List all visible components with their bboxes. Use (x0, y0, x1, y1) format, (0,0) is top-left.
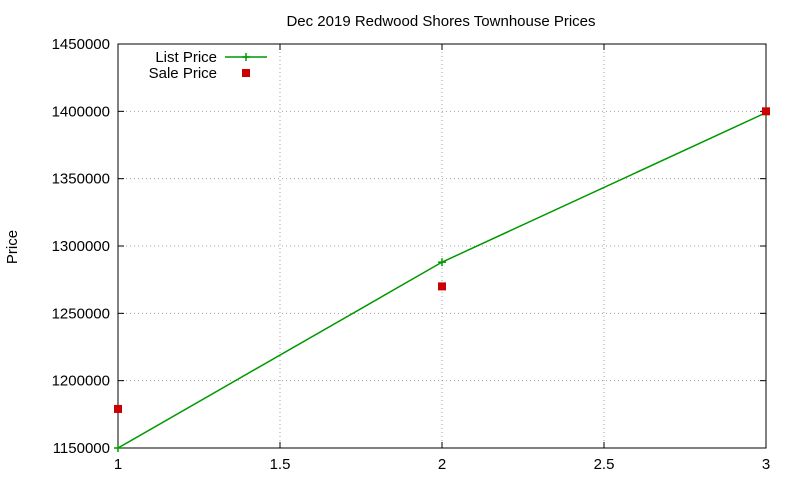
sale-price-point (114, 404, 122, 413)
legend-marker-sale-price (242, 69, 250, 77)
grid (118, 44, 766, 448)
legend-label-sale-price: Sale Price (149, 65, 217, 82)
series-layer (114, 107, 770, 452)
chart-title: Dec 2019 Redwood Shores Townhouse Prices (286, 13, 595, 30)
list-price-point (438, 258, 446, 267)
y-tick-label: 1150000 (53, 440, 110, 457)
y-tick-label: 1300000 (52, 238, 110, 255)
x-tick-label: 2.5 (594, 456, 615, 473)
sale-price-point (438, 282, 446, 291)
y-tick-label: 1250000 (52, 305, 110, 322)
legend-label-list-price: List Price (155, 49, 217, 66)
y-tick-label: 1350000 (52, 171, 110, 188)
list-price-point (114, 444, 122, 452)
ticks: 1 1.5 2 2.5 3 1150000 1200000 1250000 1300000 135… (52, 36, 771, 473)
y-tick-label: 1450000 (52, 36, 110, 53)
x-tick-label: 3 (762, 456, 770, 473)
y-tick-label: 1200000 (52, 373, 110, 390)
y-axis-label: Price (4, 230, 21, 264)
legend-marker-list-price (242, 53, 250, 61)
y-tick-label: 1400000 (52, 103, 110, 120)
x-tick-label: 1 (114, 456, 122, 473)
sale-price-point (762, 107, 770, 116)
x-tick-label: 2 (438, 456, 446, 473)
x-tick-label: 1.5 (270, 456, 291, 473)
